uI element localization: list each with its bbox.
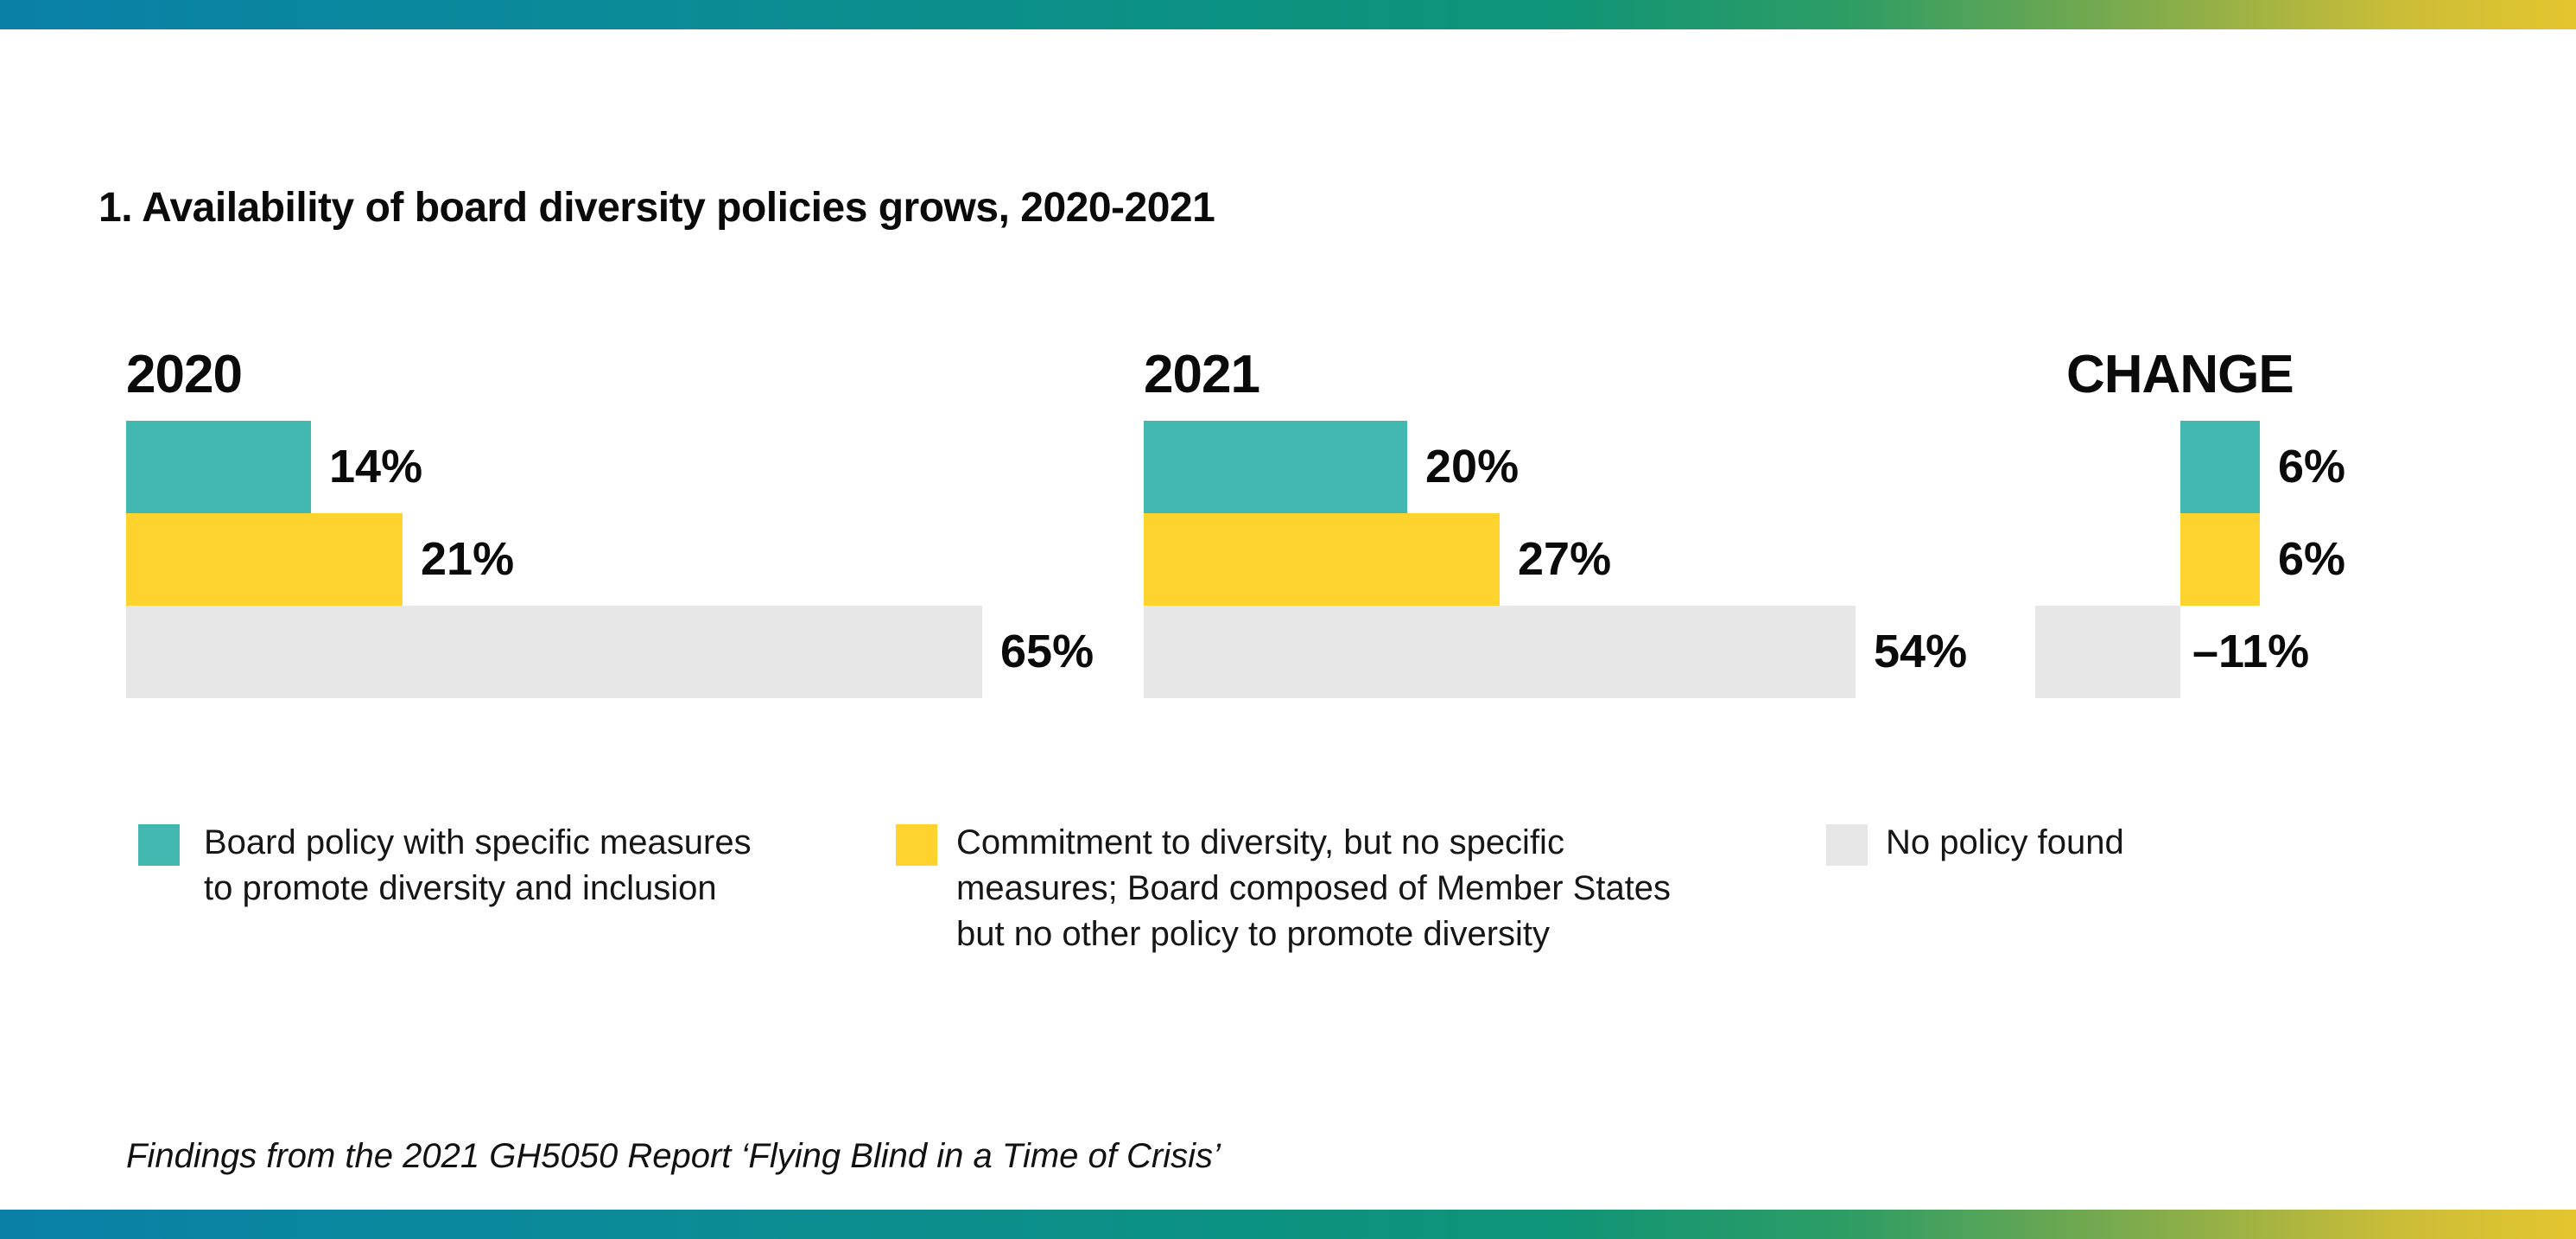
- value-label-2021-commitment-no-measures: 27%: [1518, 533, 1612, 585]
- bar-change-board-policy-with-measures: [2180, 421, 2260, 513]
- bar-2021-commitment-no-measures: [1144, 513, 1500, 606]
- legend-label-teal: Board policy with specific measures to p…: [204, 823, 752, 907]
- value-label-change-commitment-no-measures: 6%: [2278, 533, 2346, 585]
- bar-2020-board-policy-with-measures: [126, 421, 311, 513]
- value-label-change-no-policy-found: –11%: [2192, 626, 2310, 677]
- bar-change-commitment-no-measures: [2180, 513, 2260, 606]
- group-heading-2020: 2020: [126, 345, 243, 404]
- legend-swatch-gray: [1826, 824, 1868, 866]
- group-heading-2021: 2021: [1144, 345, 1260, 404]
- chart-title: 1. Availability of board diversity polic…: [98, 185, 1215, 231]
- value-label-2020-commitment-no-measures: 21%: [421, 533, 515, 585]
- bar-2020-commitment-no-measures: [126, 513, 403, 606]
- bottom-gradient-bar: [0, 1210, 2576, 1239]
- legend-swatch-teal: [138, 824, 180, 866]
- value-label-2021-board-policy-with-measures: 20%: [1425, 441, 1520, 492]
- value-label-2020-board-policy-with-measures: 14%: [329, 441, 423, 492]
- legend-label-yellow: Commitment to diversity, but no specific…: [956, 823, 1672, 953]
- group-heading-change: CHANGE: [2066, 345, 2294, 404]
- bar-2020-no-policy-found: [126, 606, 982, 698]
- legend-swatch-yellow: [896, 824, 937, 866]
- source-note: Findings from the 2021 GH5050 Report ‘Fl…: [126, 1137, 1221, 1175]
- bar-2021-board-policy-with-measures: [1144, 421, 1407, 513]
- legend-label-gray: No policy found: [1886, 823, 2124, 861]
- bar-2021-no-policy-found: [1144, 606, 1856, 698]
- value-label-2020-no-policy-found: 65%: [1000, 626, 1094, 677]
- bar-change-no-policy-found: [2035, 606, 2180, 698]
- value-label-2021-no-policy-found: 54%: [1874, 626, 1968, 677]
- value-label-change-board-policy-with-measures: 6%: [2278, 441, 2346, 492]
- top-gradient-bar: [0, 0, 2576, 29]
